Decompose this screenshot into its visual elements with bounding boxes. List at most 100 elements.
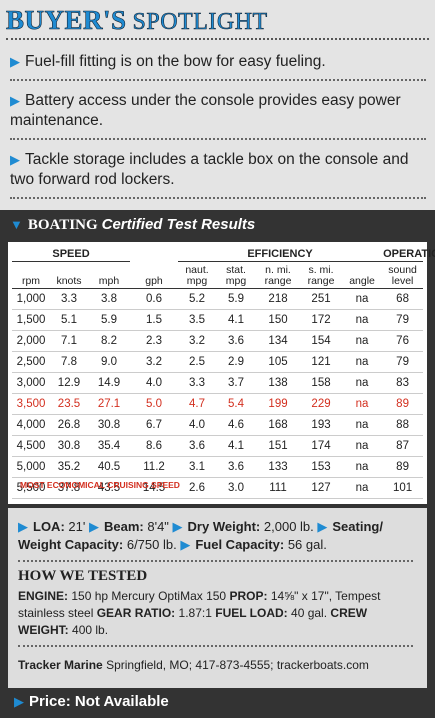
specs: ▶ LOA: 21' ▶ Beam: 8'4" ▶ Dry Weight: 2,000… bbox=[18, 518, 413, 562]
table-cell: 3.6 bbox=[178, 435, 217, 457]
table-cell: na bbox=[342, 435, 383, 457]
column-header: knots bbox=[50, 261, 88, 289]
table-cell: 79 bbox=[382, 309, 424, 331]
test-label: ENGINE: bbox=[18, 589, 69, 603]
table-cell: 11.2 bbox=[130, 456, 179, 478]
price-text: Price: Not Available bbox=[29, 693, 169, 710]
company: Tracker Marine bbox=[18, 658, 103, 672]
column-header: rpm bbox=[12, 261, 50, 289]
table-cell: 4.7 bbox=[178, 393, 217, 415]
table-cell: 3.7 bbox=[216, 372, 257, 394]
test-value: 150 hp Mercury OptiMax 150 bbox=[71, 589, 227, 603]
table-cell: 5.9 bbox=[88, 309, 131, 331]
test-label: FUEL LOAD: bbox=[215, 606, 288, 620]
table-cell: 83 bbox=[382, 372, 424, 394]
group-header: OPERATION bbox=[382, 242, 435, 262]
table-cell: 3.3 bbox=[50, 288, 88, 310]
column-header: n. mi. range bbox=[256, 261, 301, 289]
table-cell: 134 bbox=[256, 330, 301, 352]
table-cell: na bbox=[342, 393, 383, 415]
table-cell: 14.9 bbox=[88, 372, 131, 394]
table-cell: 5,500 bbox=[12, 477, 50, 499]
table-cell: 14.5 bbox=[130, 477, 179, 499]
bullet-text: Battery access under the console provide… bbox=[10, 92, 401, 129]
how-we-tested: ENGINE: 150 hp Mercury OptiMax 150 PROP:… bbox=[18, 588, 413, 647]
table-cell: 3.5 bbox=[178, 309, 217, 331]
table-cell: 35.2 bbox=[50, 456, 88, 478]
table-cell: na bbox=[342, 414, 383, 436]
table-cell: 5.0 bbox=[130, 393, 179, 415]
table-cell: 3.1 bbox=[178, 456, 217, 478]
table-cell: 3,500 bbox=[12, 393, 50, 415]
test-value: 14⅝" x 17", Tempest stainless steel bbox=[18, 589, 381, 620]
bullet: ▶ Tackle storage includes a tackle box on… bbox=[10, 144, 426, 199]
table-row: 4,000 26.8 30.8 6.7 4.0 4.6 168 193 na 88 bbox=[12, 414, 424, 436]
table-cell: 40.5 bbox=[88, 456, 131, 478]
table-cell: 30.8 bbox=[88, 414, 131, 436]
how-we-tested-title: HOW WE TESTED bbox=[18, 568, 148, 584]
table-cell: 2.6 bbox=[178, 477, 217, 499]
test-label: PROP: bbox=[229, 589, 268, 603]
table-row: 2,500 7.8 9.0 3.2 2.5 2.9 105 121 na 79 bbox=[12, 351, 424, 373]
test-results-title: ▼ BOATING Certified Test Results bbox=[10, 216, 256, 233]
header: BUYER'S SPOTLIGHT bbox=[6, 2, 429, 40]
table-cell: na bbox=[342, 372, 383, 394]
table-cell: 174 bbox=[300, 435, 343, 457]
bullet: ▶ Fuel-fill fitting is on the bow for eas… bbox=[10, 46, 426, 81]
table-cell: 9.0 bbox=[88, 351, 131, 373]
table-cell: 4.1 bbox=[216, 309, 257, 331]
table-cell: 5,000 bbox=[12, 456, 50, 478]
table-row: 1,500 5.1 5.9 1.5 3.5 4.1 150 172 na 79 bbox=[12, 309, 424, 331]
bullet-text: Fuel-fill fitting is on the bow for easy… bbox=[25, 53, 326, 70]
table-cell: 79 bbox=[382, 351, 424, 373]
footnote: MOST ECONOMICAL CRUISING SPEED bbox=[20, 480, 180, 490]
table-cell: 43.5 bbox=[88, 477, 131, 499]
table-cell: 1.5 bbox=[130, 309, 179, 331]
brand: BOATING bbox=[27, 217, 98, 233]
table-cell: 1,000 bbox=[12, 288, 50, 310]
table-cell: 5.4 bbox=[216, 393, 257, 415]
table-cell: na bbox=[342, 309, 383, 331]
table-cell: 193 bbox=[300, 414, 343, 436]
price: ▶ Price: Not Available bbox=[14, 693, 169, 710]
table-cell: 68 bbox=[382, 288, 424, 310]
table-cell: 3.6 bbox=[216, 456, 257, 478]
table-cell: 229 bbox=[300, 393, 343, 415]
bullet-marker: ▶ bbox=[172, 519, 183, 534]
header-title-light: SPOTLIGHT bbox=[132, 9, 268, 36]
group-header: EFFICIENCY bbox=[178, 242, 383, 262]
contact-details: Springfield, MO; 417-873-4555; trackerbo… bbox=[106, 658, 369, 672]
table-cell: 3.8 bbox=[88, 288, 131, 310]
table-cell: 4,500 bbox=[12, 435, 50, 457]
table-cell: na bbox=[342, 456, 383, 478]
table-cell: 3.2 bbox=[178, 330, 217, 352]
column-header: mph bbox=[88, 261, 131, 289]
table-cell: 138 bbox=[256, 372, 301, 394]
table-cell: 5.1 bbox=[50, 309, 88, 331]
spec-value: 56 gal. bbox=[287, 537, 327, 552]
table-cell: 8.2 bbox=[88, 330, 131, 352]
table-cell: 12.9 bbox=[50, 372, 88, 394]
table-cell: na bbox=[342, 288, 383, 310]
table-cell: 89 bbox=[382, 456, 424, 478]
table-cell: 88 bbox=[382, 414, 424, 436]
table-row: 3,500 23.5 27.1 5.0 4.7 5.4 199 229 na 89 bbox=[12, 393, 424, 415]
bullet-marker: ▶ bbox=[10, 93, 20, 108]
table-cell: 7.1 bbox=[50, 330, 88, 352]
table-cell: 3.3 bbox=[178, 372, 217, 394]
bullet-list: ▶ Fuel-fill fitting is on the bow for eas… bbox=[10, 46, 426, 203]
results-title: Certified Test Results bbox=[101, 216, 256, 233]
bullet-marker: ▶ bbox=[10, 152, 20, 167]
table-cell: 35.4 bbox=[88, 435, 131, 457]
spec-label: Beam: bbox=[103, 519, 144, 534]
table-cell: 4.0 bbox=[130, 372, 179, 394]
spec-label: Fuel Capacity: bbox=[195, 537, 285, 552]
test-panel: ▼ BOATING Certified Test Results SPEED EFFI… bbox=[0, 210, 435, 718]
table-cell: 101 bbox=[382, 477, 424, 499]
test-value: 400 lb. bbox=[72, 623, 109, 637]
table-cell: 5.2 bbox=[178, 288, 217, 310]
table-cell: 3.6 bbox=[216, 330, 257, 352]
bullet-marker: ▶ bbox=[10, 54, 20, 69]
table-row: 1,000 3.3 3.8 0.6 5.2 5.9 218 251 na 68 bbox=[12, 288, 424, 310]
